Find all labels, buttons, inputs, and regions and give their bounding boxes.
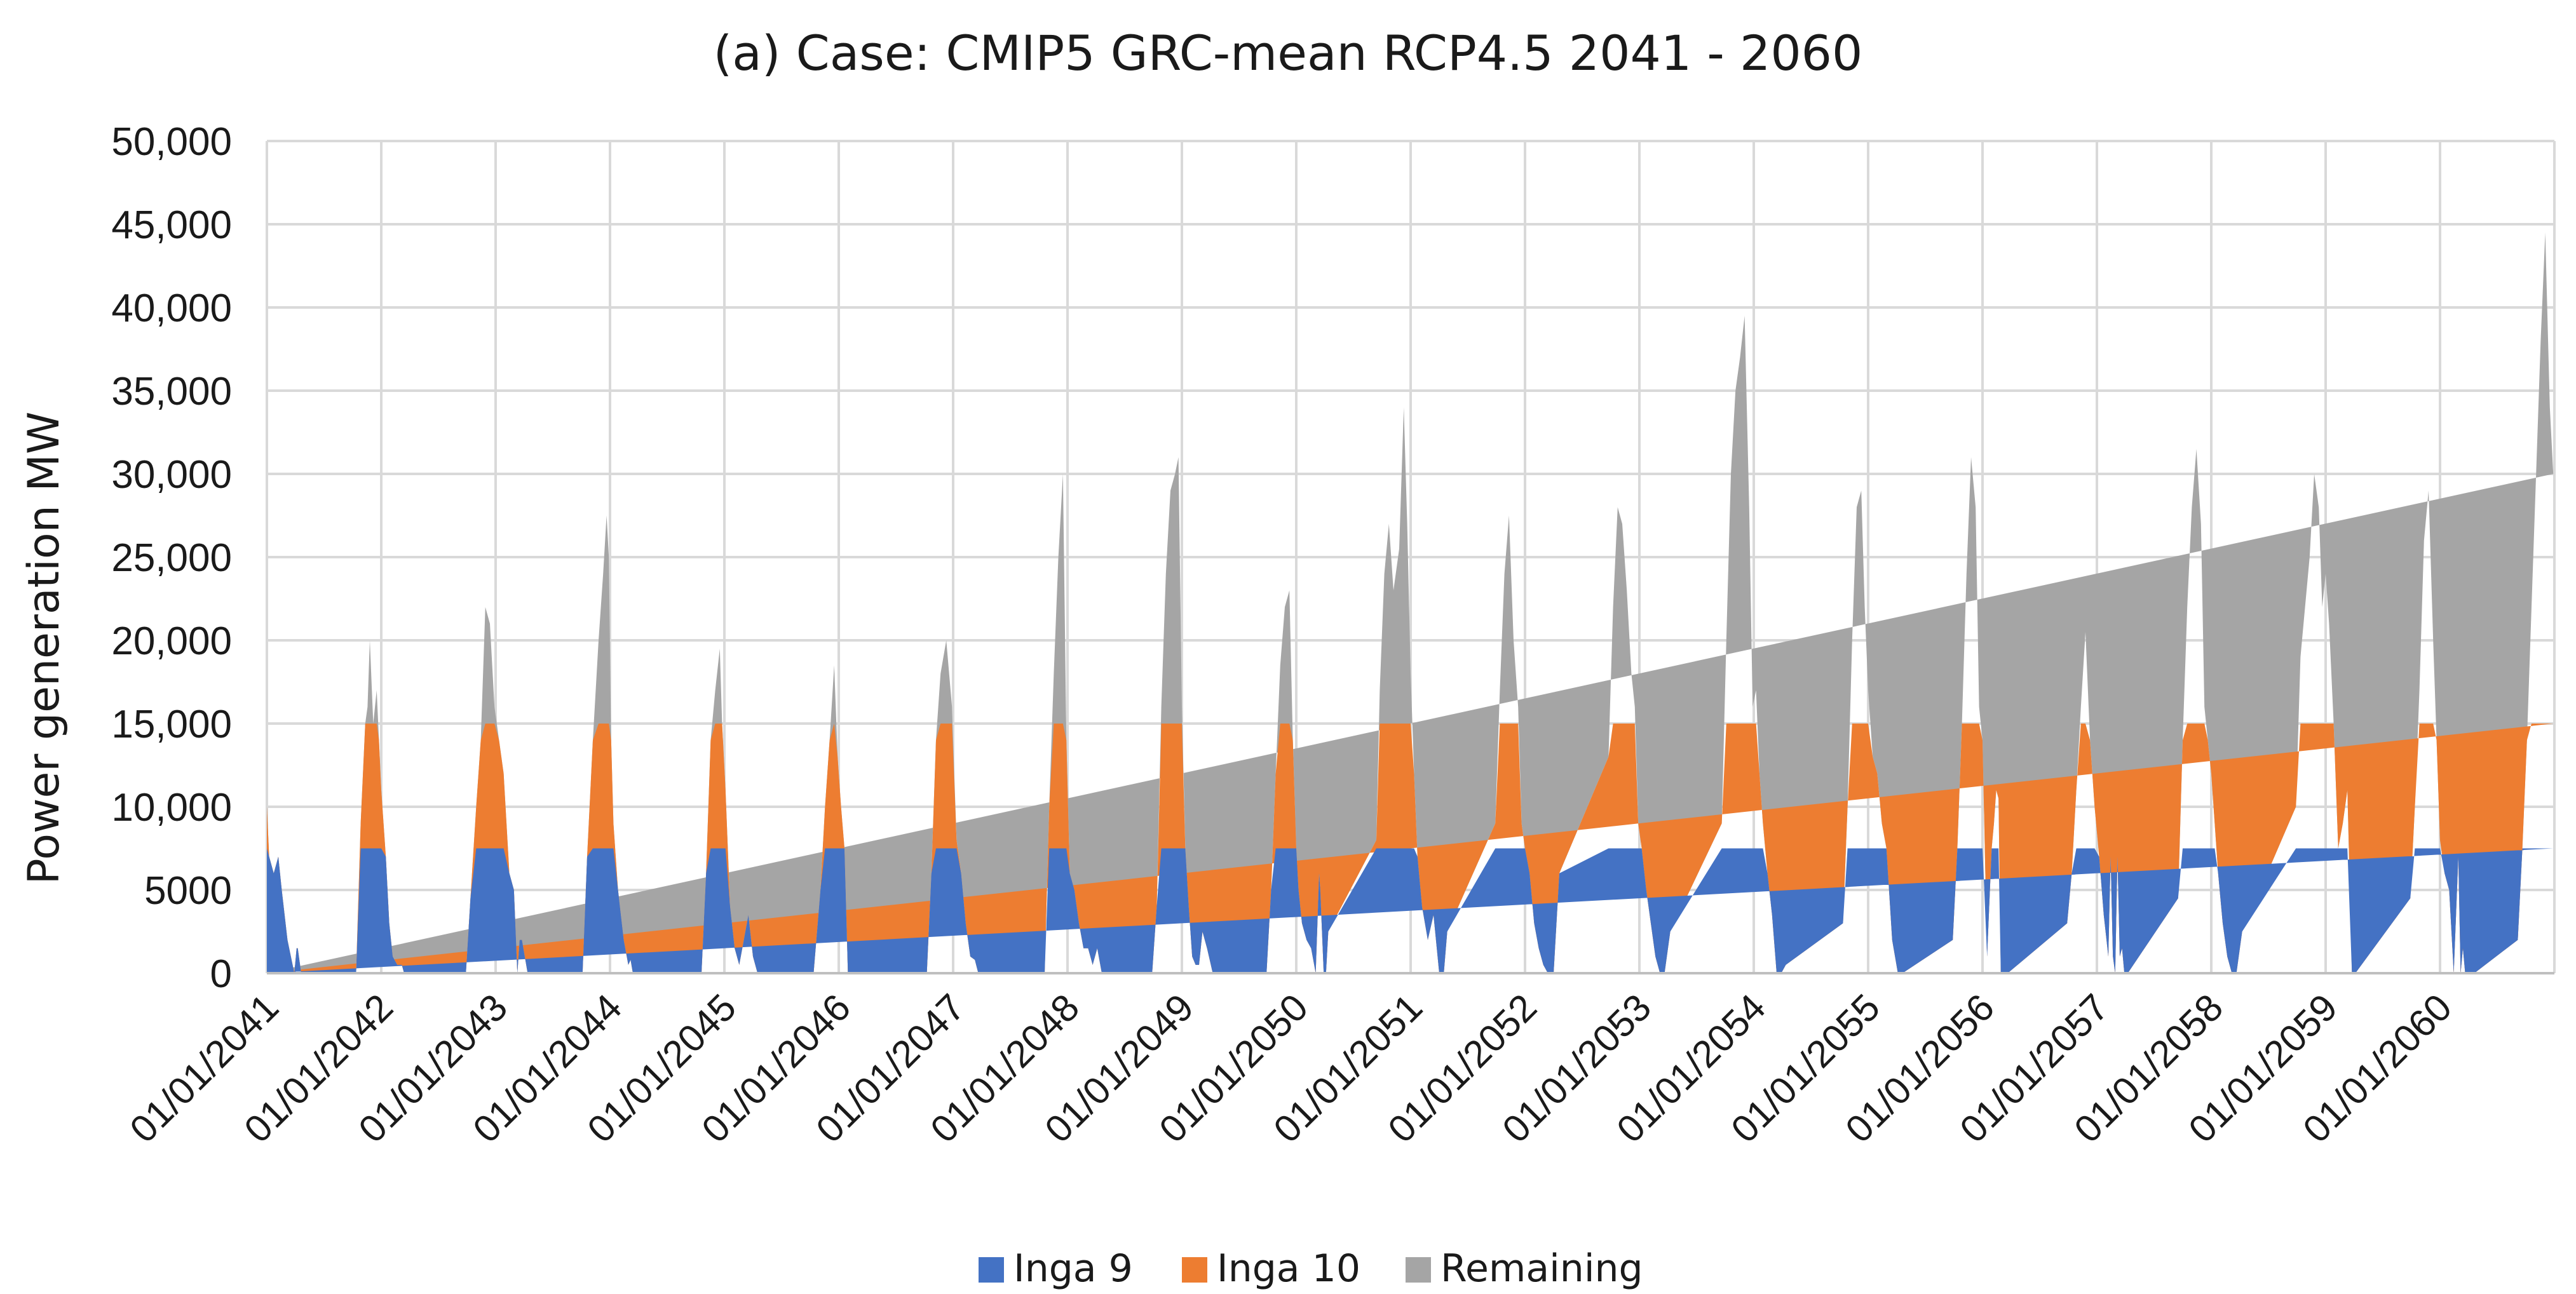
- legend-label-inga-10: Inga 10: [1217, 1246, 1360, 1291]
- y-tick-label: 30,000: [111, 453, 232, 497]
- y-tick-label: 10,000: [111, 786, 232, 830]
- legend-label-inga-9: Inga 9: [1013, 1246, 1133, 1291]
- y-tick-label: 5000: [144, 869, 232, 913]
- y-tick-label: 25,000: [111, 536, 232, 580]
- legend-label-remaining: Remaining: [1441, 1246, 1643, 1291]
- area-inga-9: [267, 848, 2554, 973]
- y-tick-label: 15,000: [111, 703, 232, 746]
- y-tick-label: 0: [210, 952, 232, 996]
- y-tick-label: 20,000: [111, 619, 232, 663]
- x-tick-labels: 01/01/204101/01/204201/01/204301/01/2044…: [121, 986, 2460, 1151]
- legend-item-remaining: Remaining: [1406, 1246, 1643, 1291]
- y-tick-label: 50,000: [111, 120, 232, 164]
- legend: Inga 9 Inga 10 Remaining: [979, 1246, 1643, 1291]
- legend-swatch-remaining: [1406, 1257, 1431, 1283]
- y-tick-label: 35,000: [111, 370, 232, 414]
- legend-item-inga-10: Inga 10: [1182, 1246, 1360, 1291]
- y-tick-label: 40,000: [111, 286, 232, 330]
- y-tick-label: 45,000: [111, 203, 232, 247]
- legend-item-inga-9: Inga 9: [979, 1246, 1133, 1291]
- y-tick-labels: 0 5000 10,000 15,000 20,000 25,000 30,000 35,00…: [111, 120, 232, 996]
- legend-swatch-inga-10: [1182, 1257, 1207, 1283]
- legend-swatch-inga-9: [979, 1257, 1004, 1283]
- y-axis-label: Power generation MW: [19, 412, 69, 885]
- chart-title: (a) Case: CMIP5 GRC-mean RCP4.5 2041 - 2…: [714, 25, 1863, 81]
- area-layer: [267, 233, 2554, 974]
